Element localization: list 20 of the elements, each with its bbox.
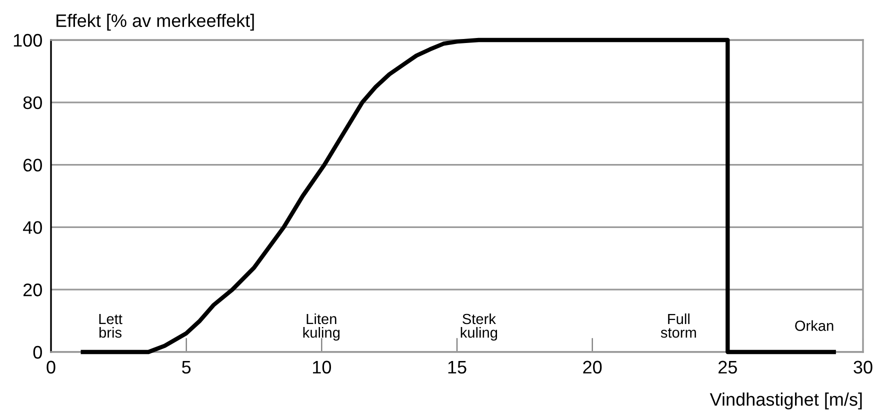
annotation: Lett bris xyxy=(99,314,122,338)
x-tick-label: 0 xyxy=(46,360,56,374)
x-tick-label: 15 xyxy=(448,360,466,374)
y-tick-label: 0 xyxy=(33,346,42,359)
x-tick-label: 30 xyxy=(854,360,872,374)
y-tick-label: 60 xyxy=(24,158,42,172)
x-tick-label: 20 xyxy=(583,360,602,374)
annotation: Orkan xyxy=(795,320,834,331)
annotation: Sterk kuling xyxy=(460,313,498,341)
y-axis-title: Effekt [% av merkeeffekt] xyxy=(56,14,254,31)
x-tick-label: 5 xyxy=(182,360,191,374)
y-tick-label: 40 xyxy=(23,221,42,234)
x-tick-label: 25 xyxy=(718,360,737,374)
y-tick-label: 80 xyxy=(23,96,42,110)
x-axis-title: Vindhastighet [m/s] xyxy=(710,392,862,410)
annotation: Liten kuling xyxy=(303,313,340,341)
y-tick-label: 20 xyxy=(23,284,42,296)
y-tick-label: 100 xyxy=(14,34,42,47)
annotation: Full storm xyxy=(660,313,696,338)
x-tick-label: 10 xyxy=(313,360,332,374)
